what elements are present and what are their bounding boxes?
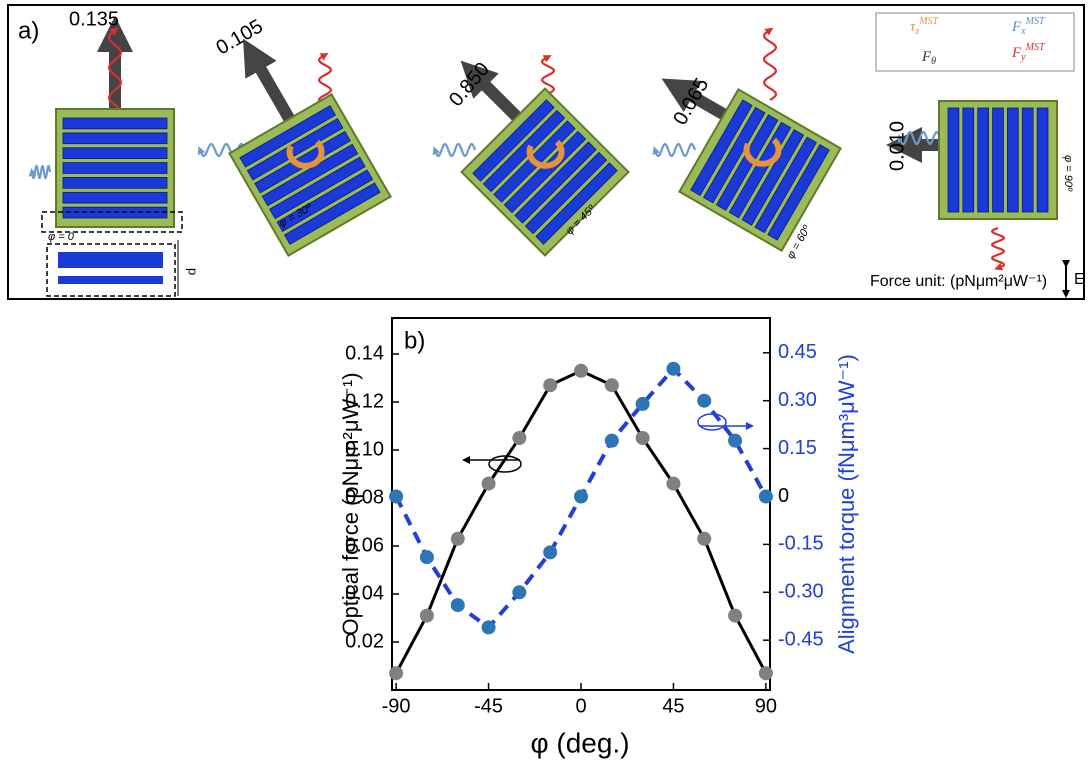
y-tick-label: 0.04 [345, 582, 384, 604]
period-label: p [186, 268, 201, 275]
data-point [605, 378, 619, 392]
panel-label: b) [404, 327, 425, 354]
force-value: 0.135 [69, 8, 119, 30]
data-point [389, 666, 403, 680]
y-tick-label: 0.02 [345, 630, 384, 652]
y2-tick-label: 0.30 [778, 389, 817, 411]
force-value: 0.105 [212, 15, 266, 59]
particle [679, 89, 840, 250]
field-label: E [1074, 271, 1085, 288]
particle-stripe [1007, 108, 1018, 212]
data-point [728, 609, 742, 623]
y2-axis-label: Alignment torque (fNμm³μW⁻¹) [834, 354, 859, 654]
data-point [697, 532, 711, 546]
axis-indicator [698, 414, 726, 430]
y-tick-label: 0.12 [345, 390, 384, 412]
legend-sup: MST [918, 16, 939, 27]
data-point [512, 431, 526, 445]
wave-arrow [992, 228, 1004, 268]
x-axis-label: φ (deg.) [530, 727, 629, 758]
particle-stripe [63, 148, 167, 159]
data-point [543, 545, 557, 559]
data-point [512, 585, 526, 599]
particle-stripe [963, 108, 974, 212]
y2-tick-label: 0.15 [778, 437, 817, 459]
particle-stripe [1037, 108, 1048, 212]
particle [462, 89, 629, 256]
data-point [420, 550, 434, 564]
wave-arrow [655, 144, 695, 156]
data-point [666, 362, 680, 376]
x-tick-label: 0 [575, 695, 586, 717]
data-point [636, 397, 650, 411]
data-point [482, 477, 496, 491]
particle-stripe [978, 108, 989, 212]
data-point [451, 598, 465, 612]
data-point [574, 489, 588, 503]
legend-sup: MST [1025, 42, 1046, 53]
data-point [605, 434, 619, 448]
data-point [451, 532, 465, 546]
y-tick-label: 0.10 [345, 438, 384, 460]
legend-sub: y [1020, 52, 1026, 63]
particle-stripe [63, 177, 167, 188]
particle [56, 109, 174, 227]
y2-tick-label: -0.45 [778, 628, 824, 650]
data-point [543, 378, 557, 392]
legend-sub: z [914, 26, 919, 37]
y-tick-label: 0.06 [345, 534, 384, 556]
x-tick-label: 45 [662, 695, 684, 717]
data-point [697, 394, 711, 408]
force-value: 0.010 [886, 121, 908, 171]
y2-tick-label: 0 [778, 485, 789, 507]
force-unit: Force unit: (pNμm²μW⁻¹) [870, 273, 1047, 290]
y2-tick-label: -0.15 [778, 533, 824, 555]
inset-stripe [58, 276, 163, 284]
data-point [666, 477, 680, 491]
figure: a) 0.135 0.105 0.850 0.065 0.010 φ = 0 φ… [0, 0, 1092, 763]
data-point [420, 609, 434, 623]
data-point [759, 666, 773, 680]
particle-stripe [993, 108, 1004, 212]
data-point [636, 431, 650, 445]
x-tick-label: 90 [755, 695, 777, 717]
data-point [728, 434, 742, 448]
data-point [574, 364, 588, 378]
legend-sub: x [1020, 26, 1026, 37]
inset-box [47, 244, 175, 296]
wave-arrow [764, 30, 776, 100]
panel-b: -90 -45 0 45 90 0.02 0.04 0.06 0.08 0.10 0.12 0.14 -… [345, 318, 824, 717]
particle [229, 94, 390, 255]
particle-stripe [63, 118, 167, 129]
data-point [389, 489, 403, 503]
legend-sup: MST [1025, 16, 1046, 27]
particle-stripe [63, 133, 167, 144]
series-line [396, 371, 766, 673]
legend-sub: θ [931, 56, 936, 67]
angle-label: φ = 0 [48, 231, 75, 243]
data-point [759, 489, 773, 503]
particle-stripe [1022, 108, 1033, 212]
panel-label: a) [18, 17, 39, 44]
wave-arrow [32, 166, 50, 178]
angle-label: φ = 90º [1062, 155, 1074, 192]
y-tick-label: 0.14 [345, 342, 384, 364]
wave-arrow [435, 144, 475, 156]
y2-tick-label: -0.30 [778, 581, 824, 603]
data-point [482, 620, 496, 634]
x-tick-label: -45 [474, 695, 503, 717]
particle-stripe [63, 163, 167, 174]
particle [939, 101, 1057, 219]
force-arrow [255, 59, 290, 120]
particle-stripe [63, 192, 167, 203]
particle-stripe [948, 108, 959, 212]
y-tick-label: 0.08 [345, 486, 384, 508]
y2-tick-label: 0.45 [778, 341, 817, 363]
inset-stripe [58, 252, 163, 268]
x-tick-label: -90 [382, 695, 411, 717]
